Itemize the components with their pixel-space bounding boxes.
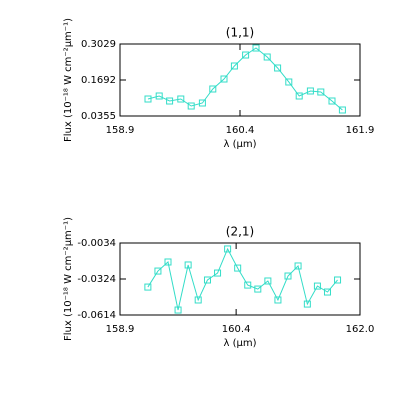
x-tick-label: 160.4	[222, 324, 251, 335]
data-point	[303, 300, 311, 308]
data-point	[264, 277, 272, 285]
data-point	[263, 53, 271, 61]
data-point	[187, 102, 195, 110]
data-point	[317, 88, 325, 96]
data-point	[254, 285, 262, 293]
y-tick-label: 0.1692	[81, 75, 116, 86]
data-line	[147, 47, 343, 111]
data-point	[224, 245, 232, 253]
data-line	[147, 247, 338, 311]
data-point	[220, 75, 228, 83]
y-tick-label: -0.0614	[77, 310, 116, 321]
data-point	[313, 282, 321, 290]
y-tick-label: 0.0355	[81, 111, 116, 122]
data-point	[274, 64, 282, 72]
data-point	[144, 283, 152, 291]
data-point	[328, 97, 336, 105]
plot-frame	[119, 242, 361, 316]
data-point	[295, 92, 303, 100]
y-tick-label: -0.0034	[77, 238, 116, 249]
data-point	[274, 296, 282, 304]
x-tick-label: 158.9	[106, 324, 135, 335]
data-point	[177, 95, 185, 103]
data-point	[244, 281, 252, 289]
data-point	[174, 306, 182, 314]
data-point	[230, 62, 238, 70]
data-point	[198, 99, 206, 107]
data-point	[144, 95, 152, 103]
x-axis-label: λ (μm)	[223, 139, 256, 150]
data-point	[338, 106, 346, 114]
data-point	[155, 92, 163, 100]
y-axis-label: Flux (10⁻¹⁸ W cm⁻²μm⁻¹)	[63, 217, 74, 341]
x-tick-label: 158.9	[106, 125, 135, 136]
data-point	[252, 44, 260, 52]
data-point	[294, 262, 302, 270]
x-tick-label: 161.9	[346, 125, 375, 136]
chart-title: (2,1)	[226, 225, 254, 239]
data-point	[154, 267, 162, 275]
data-point	[242, 51, 250, 59]
data-point	[306, 87, 314, 95]
data-point	[184, 261, 192, 269]
plot-frame	[119, 43, 361, 117]
data-point	[214, 269, 222, 277]
data-point	[285, 78, 293, 86]
chart-title: (1,1)	[226, 26, 254, 40]
data-point	[166, 97, 174, 105]
y-tick-label: -0.0324	[77, 274, 116, 285]
y-tick-label: 0.3029	[81, 39, 116, 50]
data-point	[203, 276, 211, 284]
data-point	[164, 258, 172, 266]
x-tick-label: 162.0	[346, 324, 375, 335]
y-axis-label: Flux (10⁻¹⁸ W cm⁻²μm⁻¹)	[63, 18, 74, 142]
data-point	[194, 296, 202, 304]
data-point	[334, 276, 342, 284]
data-point	[323, 288, 331, 296]
data-point	[284, 272, 292, 280]
data-point	[209, 85, 217, 93]
data-point	[234, 264, 242, 272]
x-axis-label: λ (μm)	[223, 338, 256, 349]
x-tick-label: 160.4	[226, 125, 255, 136]
